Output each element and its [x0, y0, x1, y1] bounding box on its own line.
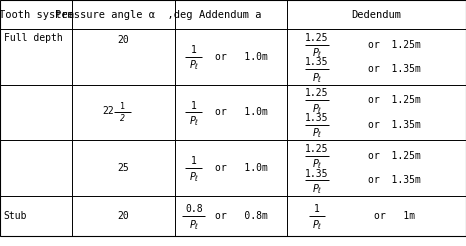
Text: $\mathit{P}_\ell$: $\mathit{P}_\ell$ [312, 157, 322, 171]
Text: 1.25: 1.25 [305, 144, 329, 154]
Text: 1.35: 1.35 [305, 57, 329, 67]
Text: or   1.0m: or 1.0m [215, 108, 268, 117]
Text: $\mathit{P}_\ell$: $\mathit{P}_\ell$ [312, 218, 322, 231]
Text: 1.25: 1.25 [305, 33, 329, 43]
Text: Full depth: Full depth [4, 33, 62, 43]
Text: Addendum a: Addendum a [199, 10, 262, 19]
Text: 2: 2 [120, 114, 125, 123]
Text: or   1.0m: or 1.0m [215, 52, 268, 62]
Text: 1.35: 1.35 [305, 113, 329, 123]
Text: or   1m: or 1m [374, 211, 415, 221]
Text: 0.8: 0.8 [185, 204, 203, 214]
Text: Dedendum: Dedendum [351, 10, 401, 19]
Text: or  1.35m: or 1.35m [368, 120, 421, 130]
Text: 20: 20 [117, 35, 130, 45]
Text: 1: 1 [191, 156, 197, 166]
Text: 22: 22 [103, 106, 114, 116]
Text: Stub: Stub [4, 211, 27, 221]
Text: 1.25: 1.25 [305, 89, 329, 98]
Text: $\mathit{P}_\ell$: $\mathit{P}_\ell$ [189, 59, 199, 72]
Text: Pressure angle α  ,deg: Pressure angle α ,deg [55, 10, 192, 19]
Text: 1: 1 [191, 101, 197, 111]
Text: or  1.25m: or 1.25m [368, 95, 421, 105]
Text: $\mathit{P}_\ell$: $\mathit{P}_\ell$ [312, 102, 322, 116]
Text: or  1.35m: or 1.35m [368, 175, 421, 185]
Text: $\mathit{P}_\ell$: $\mathit{P}_\ell$ [312, 46, 322, 60]
Text: or   0.8m: or 0.8m [215, 211, 268, 221]
Text: $\mathit{P}_\ell$: $\mathit{P}_\ell$ [312, 126, 322, 140]
Text: or  1.35m: or 1.35m [368, 64, 421, 74]
Text: 20: 20 [117, 211, 130, 221]
Text: $\mathit{P}_\ell$: $\mathit{P}_\ell$ [312, 182, 322, 196]
Text: 25: 25 [117, 163, 130, 173]
Text: Tooth system: Tooth system [0, 10, 74, 19]
Text: 1: 1 [120, 102, 125, 111]
Text: $\mathit{P}_\ell$: $\mathit{P}_\ell$ [189, 218, 199, 231]
Text: 1: 1 [191, 45, 197, 55]
Text: $\mathit{P}_\ell$: $\mathit{P}_\ell$ [189, 170, 199, 184]
Text: or   1.0m: or 1.0m [215, 163, 268, 173]
Text: or  1.25m: or 1.25m [368, 40, 421, 50]
Text: $\mathit{P}_\ell$: $\mathit{P}_\ell$ [312, 71, 322, 85]
Text: 1: 1 [314, 204, 320, 214]
Text: $\mathit{P}_\ell$: $\mathit{P}_\ell$ [189, 114, 199, 128]
Text: or  1.25m: or 1.25m [368, 151, 421, 161]
Text: 1.35: 1.35 [305, 169, 329, 179]
